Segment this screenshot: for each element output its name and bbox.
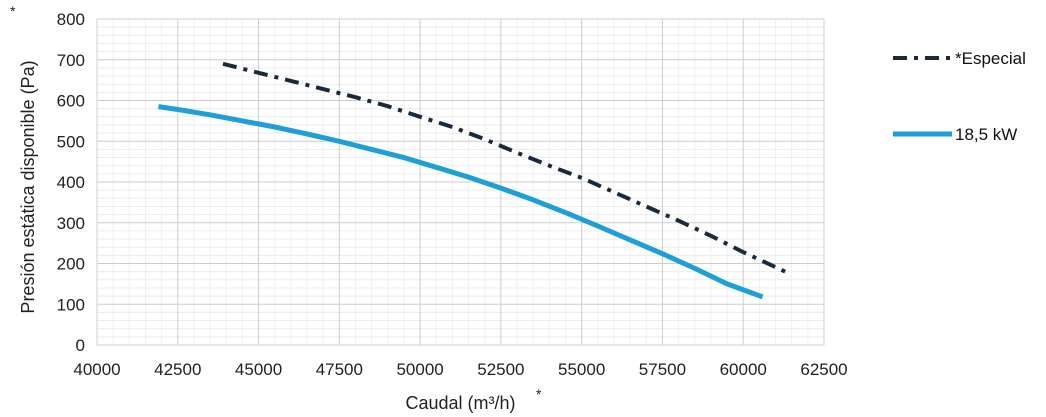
y-tick-label: 600: [57, 92, 85, 111]
y-tick-label: 400: [57, 173, 85, 192]
y-tick-label: 100: [57, 295, 85, 314]
plot-border: [96, 18, 825, 346]
series-layer: [158, 61, 787, 300]
x-tick-label: 47500: [316, 360, 363, 379]
x-tick-label: 52500: [477, 360, 524, 379]
y-tick-label: 0: [76, 336, 85, 355]
legend: *Especial 18,5 kW: [893, 49, 1026, 144]
x-tick-label: 45000: [235, 360, 282, 379]
y-axis-asterisk: *: [10, 3, 16, 19]
y-tick-labels: 0 100 200 300 400 500 600 700 800: [57, 10, 85, 355]
series-line-0: [222, 61, 787, 274]
y-tick-label: 700: [57, 51, 85, 70]
y-tick-label: 200: [57, 255, 85, 274]
legend-label-especial: *Especial: [955, 49, 1026, 68]
x-tick-labels: 40000 42500 45000 47500 50000 52500 55000 57500…: [73, 360, 847, 379]
y-tick-label: 300: [57, 214, 85, 233]
legend-label-18-5kw: 18,5 kW: [955, 125, 1017, 144]
x-tick-label: 50000: [396, 360, 443, 379]
x-tick-label: 55000: [558, 360, 605, 379]
series-line-1: [158, 104, 764, 300]
x-axis-asterisk: *: [536, 386, 542, 402]
grid-layer: [96, 18, 825, 346]
x-tick-label: 42500: [154, 360, 201, 379]
x-tick-label: 62500: [800, 360, 847, 379]
x-tick-label: 40000: [73, 360, 120, 379]
x-tick-label: 57500: [639, 360, 686, 379]
x-axis-title: Caudal (m³/h): [405, 393, 515, 413]
y-tick-label: 500: [57, 132, 85, 151]
x-tick-label: 60000: [720, 360, 767, 379]
y-tick-label: 800: [57, 10, 85, 29]
y-axis-title: Presión estática disponible (Pa): [18, 60, 38, 313]
